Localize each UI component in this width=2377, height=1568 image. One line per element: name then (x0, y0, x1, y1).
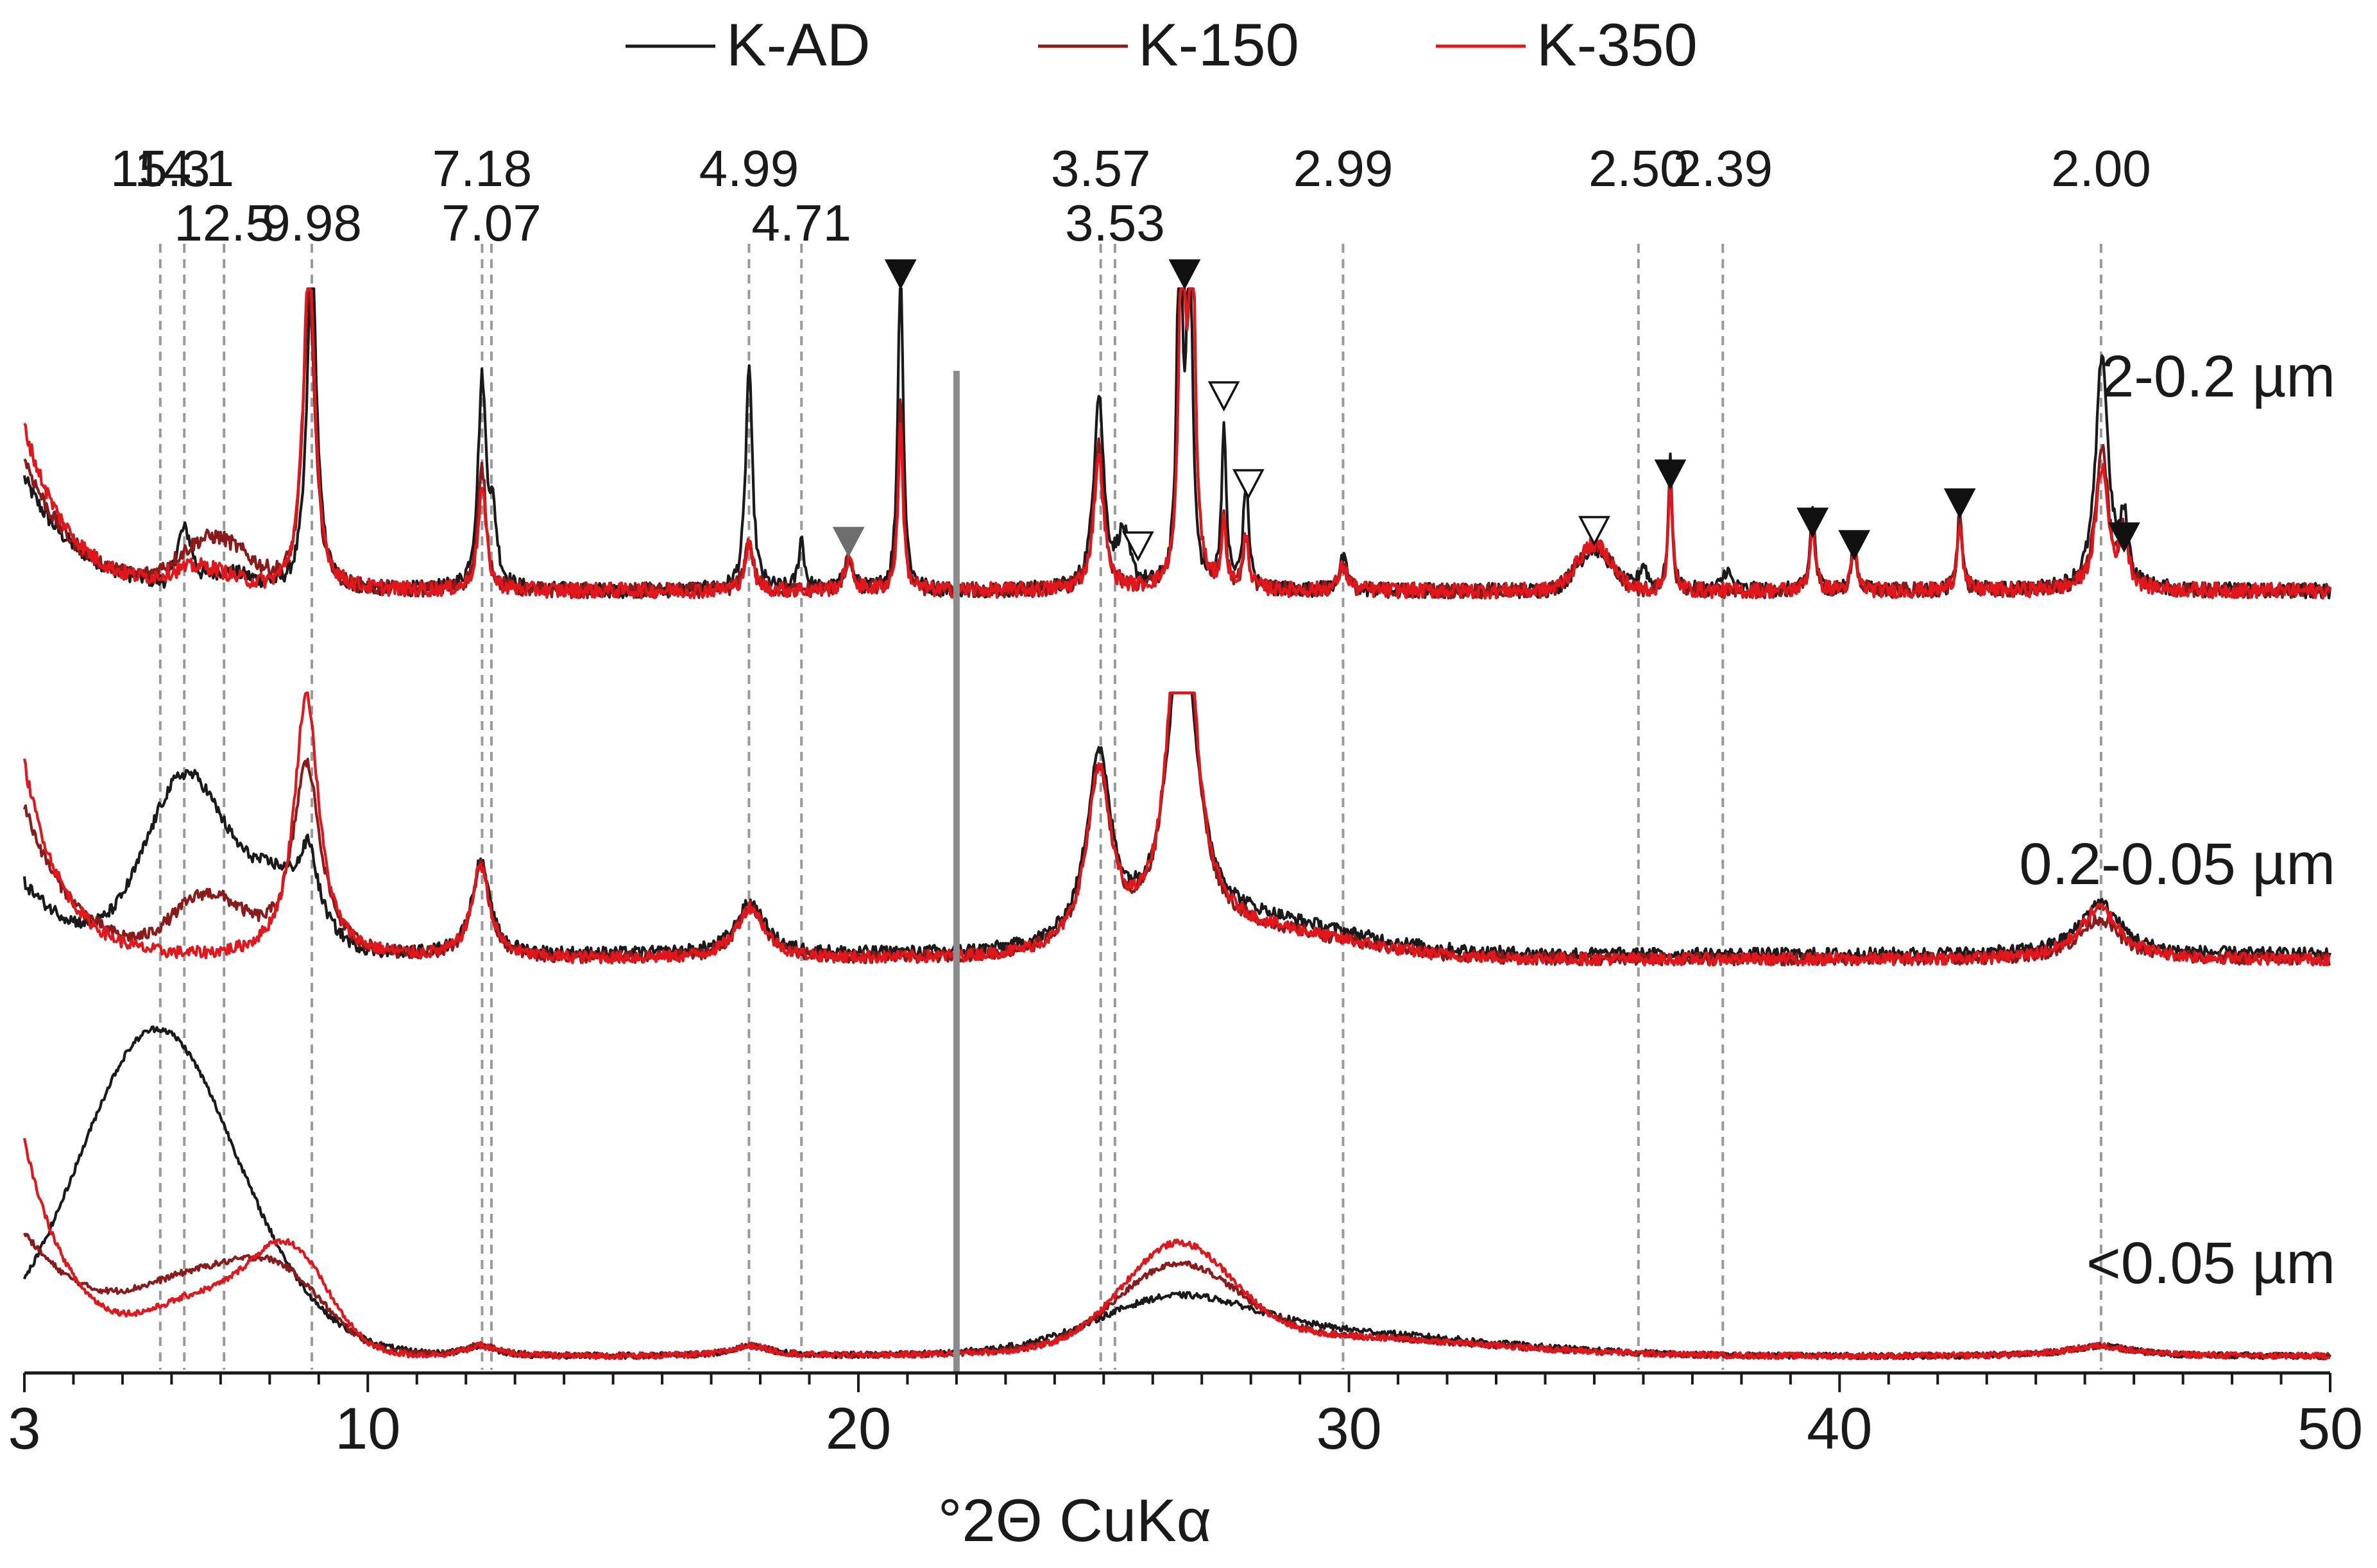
series-line-k-350-panel-2 (22, 691, 2331, 967)
reference-line-labels: 15.314.112.59.98 7.187.07 4.994.71 3.573.53… (110, 140, 2151, 251)
series-line-k-ad-panel-3 (23, 1025, 2331, 1361)
axis-break-bar (953, 371, 960, 1372)
reference-line-label: 2.50 (1589, 140, 1689, 197)
open-triangle-marker (1207, 381, 1240, 412)
x-tick-label: 50 (2297, 1396, 2363, 1461)
filled-triangle-marker (884, 259, 917, 290)
x-axis-title: °2Θ CuKα (938, 1487, 1211, 1554)
filled-triangle-marker (1838, 530, 1871, 561)
reference-line-label: 4.71 (751, 194, 851, 251)
peak-markers (832, 259, 2140, 562)
open-triangle-marker (1232, 469, 1265, 500)
series-layer (22, 287, 2332, 1361)
open-triangle-marker (1121, 531, 1154, 562)
filled-triangle-marker (1168, 259, 1201, 290)
filled-triangle-marker (832, 527, 865, 558)
filled-triangle-marker (1796, 507, 1829, 538)
open-triangle-marker (1578, 516, 1610, 547)
series-line-k-ad-panel-2 (22, 691, 2331, 962)
series-line-k-350-panel-1 (23, 287, 2331, 600)
legend-label-k-350: K-350 (1537, 11, 1698, 78)
reference-line-label: 12.5 (174, 194, 274, 251)
series-line-k-150-panel-3 (23, 1232, 2331, 1361)
panel-label-medium: 0.2-0.05 µm (2019, 831, 2335, 897)
legend: K-AD K-150 K-350 (626, 11, 1698, 78)
series-line-k-150-panel-2 (23, 691, 2331, 967)
filled-triangle-marker (1654, 459, 1687, 490)
legend-label-k-ad: K-AD (726, 11, 871, 78)
x-axis-tick-labels: 3 10 20 30 40 50 (8, 1396, 2363, 1461)
x-tick-label: 20 (826, 1396, 891, 1461)
x-axis: 3 10 20 30 40 50 °2Θ CuKα (8, 1371, 2363, 1554)
x-tick-label: 30 (1316, 1396, 1381, 1461)
x-axis-ticks (23, 1373, 2331, 1392)
x-tick-label: 10 (335, 1396, 400, 1461)
reference-line-label: 4.99 (699, 140, 799, 197)
legend-label-k-150: K-150 (1138, 11, 1299, 78)
reference-line-label: 2.39 (1673, 140, 1773, 197)
panel-labels: 2-0.2 µm 0.2-0.05 µm <0.05 µm (2019, 344, 2335, 1296)
reference-line-label: 15.3 (110, 140, 210, 197)
series-line-k-350-panel-3 (22, 1138, 2331, 1361)
reference-line-label: 14.1 (134, 140, 234, 197)
reference-line-label: 7.07 (441, 194, 541, 251)
filled-triangle-marker (1943, 488, 1976, 519)
reference-lines (158, 244, 2102, 1370)
x-tick-label: 3 (8, 1396, 40, 1461)
reference-line-label: 3.57 (1051, 140, 1151, 197)
panel-label-fine: <0.05 µm (2086, 1231, 2335, 1296)
reference-line-label: 3.53 (1065, 194, 1165, 251)
reference-line-label: 2.99 (1293, 140, 1393, 197)
panel-label-coarse: 2-0.2 µm (2101, 344, 2335, 409)
x-tick-label: 40 (1807, 1396, 1872, 1461)
reference-line-label: 9.98 (262, 194, 362, 251)
reference-line-label: 2.00 (2051, 140, 2151, 197)
reference-line-label: 7.18 (432, 140, 532, 197)
filled-triangle-marker (2108, 522, 2140, 553)
